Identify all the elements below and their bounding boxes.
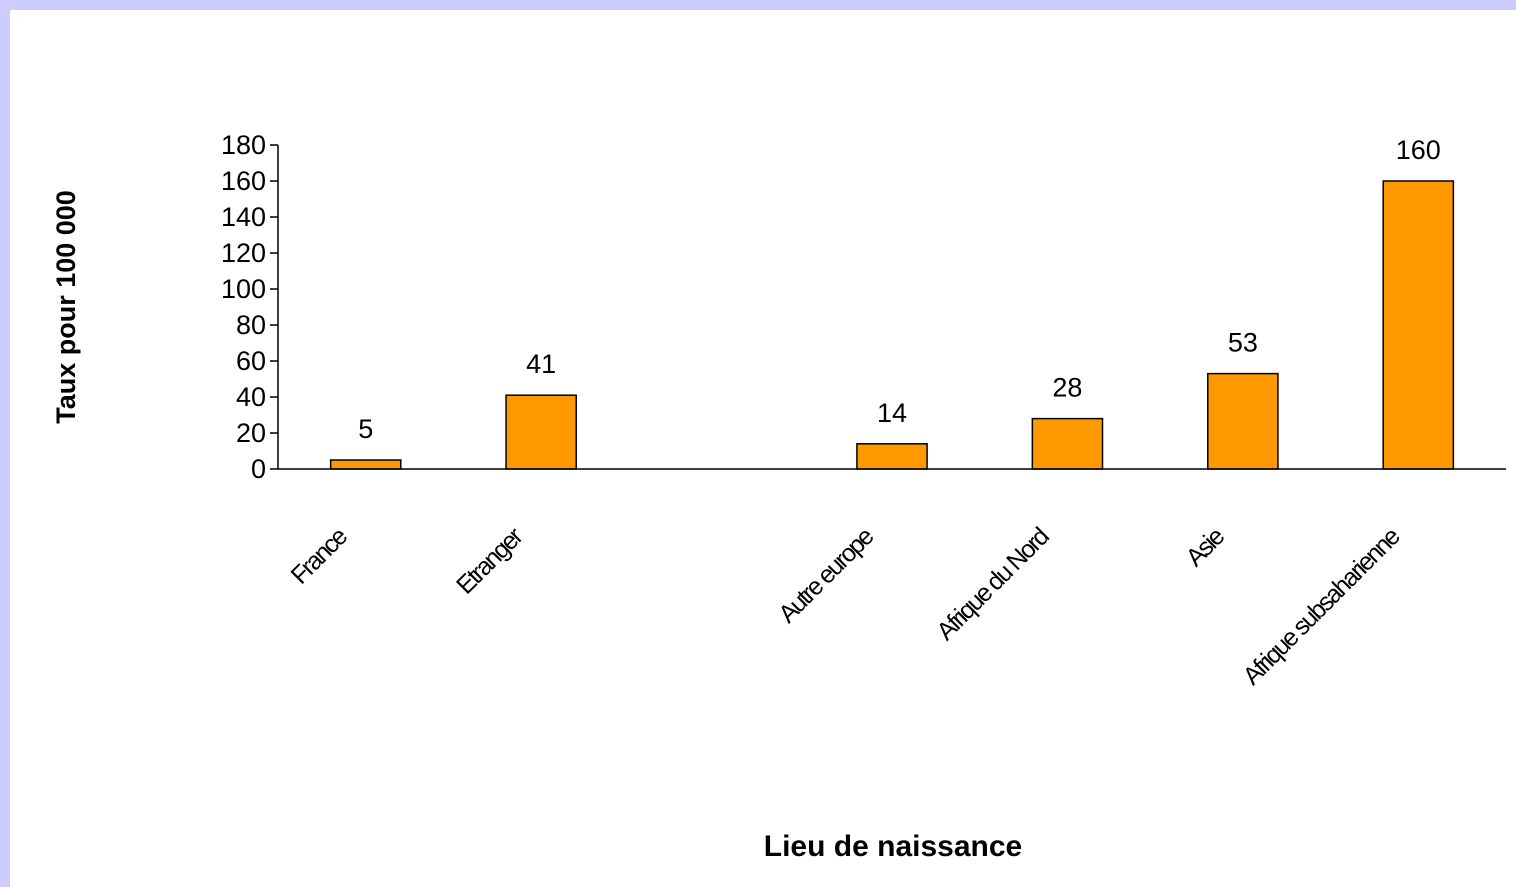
bar	[1207, 372, 1279, 470]
bar	[856, 443, 928, 470]
y-tick-label: 0	[251, 454, 266, 484]
y-tick-label: 160	[221, 166, 266, 196]
x-axis-title: Lieu de naissance	[764, 830, 1022, 863]
data-label: 5	[358, 414, 373, 444]
y-tick-label: 120	[221, 238, 266, 268]
y-tick-label: 40	[236, 382, 266, 412]
data-label: 53	[1228, 328, 1258, 358]
y-tick-label: 180	[221, 130, 266, 160]
y-tick-label: 20	[236, 418, 266, 448]
bar	[1031, 417, 1104, 470]
y-tick-label: 140	[221, 202, 266, 232]
y-tick-label: 60	[236, 346, 266, 376]
bar	[1382, 180, 1455, 470]
y-tick-label: 100	[221, 274, 266, 304]
y-tick-label: 80	[236, 310, 266, 340]
data-label: 41	[526, 349, 556, 379]
data-label: 28	[1052, 373, 1082, 403]
y-axis-title: Taux pour 100 000	[51, 190, 81, 424]
bar	[505, 394, 577, 470]
data-label: 14	[877, 398, 907, 428]
bar	[329, 459, 402, 470]
data-label: 160	[1396, 135, 1441, 165]
